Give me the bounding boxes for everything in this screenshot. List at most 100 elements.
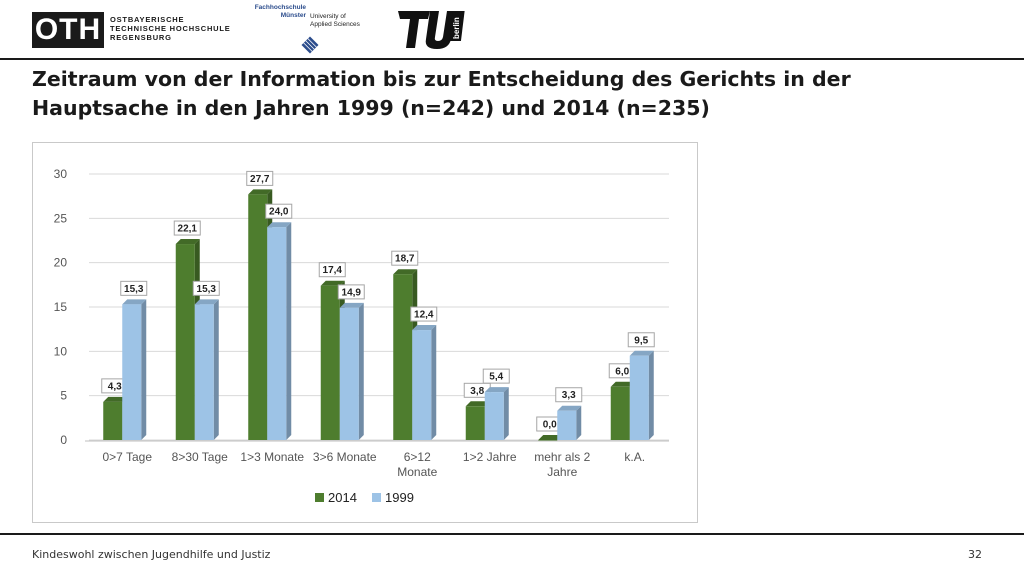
- tu-logo-text: berlin: [452, 17, 461, 39]
- bar-top-2014: [175, 239, 200, 245]
- fh-muenster-name: Fachhochschule Münster: [254, 4, 306, 19]
- legend-label: 1999: [385, 490, 414, 505]
- bar-1999: [629, 355, 649, 440]
- data-label-box: [246, 170, 274, 186]
- bar-1999: [557, 410, 577, 440]
- bar-2014: [393, 274, 413, 440]
- data-label: 15,3: [197, 284, 217, 295]
- page-number: 32: [968, 548, 982, 561]
- legend-swatch-2014: [315, 493, 324, 502]
- x-tick-label: k.A.: [624, 450, 645, 464]
- x-tick-label: 1>3 Monate: [240, 450, 304, 464]
- data-label-box: [173, 220, 201, 236]
- bar-2014: [320, 285, 340, 440]
- bar-top-1999: [267, 222, 292, 228]
- data-label: 22,1: [178, 224, 198, 235]
- x-tick-label: Jahre: [547, 465, 577, 479]
- bar-top-2014: [103, 396, 128, 402]
- bar-top-2014: [538, 435, 563, 440]
- bar-top-1999: [122, 299, 147, 305]
- bar-chart: 0 5 10 15 20 25 30 4,3 15,3 0>7 Tage 22,1 15,3 8>30 …: [32, 142, 698, 523]
- header-divider: [0, 58, 1024, 60]
- x-tick-label: mehr als 2: [534, 450, 590, 464]
- data-label-box: [265, 203, 293, 219]
- bar-1999: [484, 392, 504, 440]
- bar-top-1999: [484, 387, 509, 393]
- slide-title-line-1: Zeitraum von der Information bis zur Ent…: [32, 67, 851, 91]
- bar-2014: [248, 194, 268, 440]
- footer-text: Kindeswohl zwischen Jugendhilfe und Just…: [32, 548, 271, 561]
- data-label-box: [192, 280, 220, 296]
- slide-title: Zeitraum von der Information bis zur Ent…: [32, 65, 992, 123]
- bar-top-2014: [248, 189, 273, 195]
- bar-side-1999: [648, 350, 654, 440]
- data-label: 15,3: [124, 284, 144, 295]
- data-label: 9,5: [634, 335, 648, 346]
- bar-side-1999: [431, 325, 437, 440]
- bar-side-1999: [141, 299, 147, 440]
- y-tick-label: 0: [60, 433, 67, 447]
- bar-top-1999: [629, 350, 654, 356]
- bar-side-1999: [213, 299, 219, 440]
- data-label-box: [391, 250, 419, 266]
- bar-2014: [610, 386, 630, 440]
- data-label: 6,0: [615, 366, 629, 377]
- data-label-box: [120, 280, 148, 296]
- bar-top-2014: [393, 269, 418, 275]
- x-tick-label: 0>7 Tage: [103, 450, 153, 464]
- bar-top-1999: [194, 299, 219, 305]
- fh-muenster-logo-icon: [301, 36, 319, 54]
- y-tick-label: 30: [54, 167, 68, 181]
- bar-chart-canvas: 0 5 10 15 20 25 30 4,3 15,3 0>7 Tage 22,1 15,3 8>30 …: [54, 167, 669, 505]
- bar-top-2014: [610, 381, 635, 387]
- slide-title-line-2: Hauptsache in den Jahren 1999 (n=242) un…: [32, 96, 710, 120]
- oth-subtitle: OSTBAYERISCHE TECHNISCHE HOCHSCHULE REGE…: [110, 15, 231, 42]
- bar-top-1999: [557, 405, 582, 411]
- x-tick-label: 1>2 Jahre: [463, 450, 517, 464]
- data-label: 5,4: [489, 372, 503, 383]
- bar-1999: [412, 330, 432, 440]
- bar-1999: [339, 307, 359, 440]
- y-tick-label: 5: [60, 389, 67, 403]
- data-label: 17,4: [323, 265, 343, 276]
- y-tick-label: 10: [54, 344, 68, 358]
- bar-1999: [122, 304, 142, 440]
- data-label-box: [410, 306, 438, 322]
- bar-2014: [465, 406, 485, 440]
- y-tick-label: 15: [54, 300, 68, 314]
- bar-2014: [175, 244, 195, 440]
- data-label: 0,0: [543, 420, 557, 431]
- bar-1999: [267, 227, 287, 440]
- fh-muenster-subtitle: University of Applied Sciences: [310, 13, 360, 28]
- data-label-box: [555, 387, 583, 403]
- bar-top-1999: [339, 302, 364, 308]
- data-label: 4,3: [108, 381, 122, 392]
- bar-side-1999: [286, 222, 292, 440]
- data-label: 3,3: [562, 390, 576, 401]
- data-label: 12,4: [414, 310, 434, 321]
- x-tick-label: 3>6 Monate: [313, 450, 377, 464]
- legend-swatch-1999: [372, 493, 381, 502]
- bar-top-2014: [465, 401, 490, 407]
- x-tick-label: Monate: [397, 465, 437, 479]
- data-label: 18,7: [395, 254, 415, 265]
- data-label: 3,8: [470, 386, 484, 397]
- bar-side-1999: [503, 387, 509, 440]
- y-tick-label: 25: [54, 211, 68, 225]
- bar-top-1999: [412, 325, 437, 331]
- tu-berlin-logo: berlin: [398, 11, 465, 49]
- footer-divider: [0, 533, 1024, 535]
- bar-side-1999: [358, 302, 364, 440]
- x-tick-label: 8>30 Tage: [172, 450, 228, 464]
- data-label-box: [482, 368, 510, 384]
- bar-1999: [194, 304, 214, 440]
- data-label: 14,9: [342, 287, 362, 298]
- data-label-box: [318, 262, 346, 278]
- bar-2014: [103, 401, 123, 440]
- data-label: 27,7: [250, 174, 270, 185]
- legend-label: 2014: [328, 490, 357, 505]
- data-label-box: [627, 332, 655, 348]
- data-label-box: [337, 284, 365, 300]
- data-label: 24,0: [269, 207, 289, 218]
- oth-logo: OTH: [32, 12, 104, 48]
